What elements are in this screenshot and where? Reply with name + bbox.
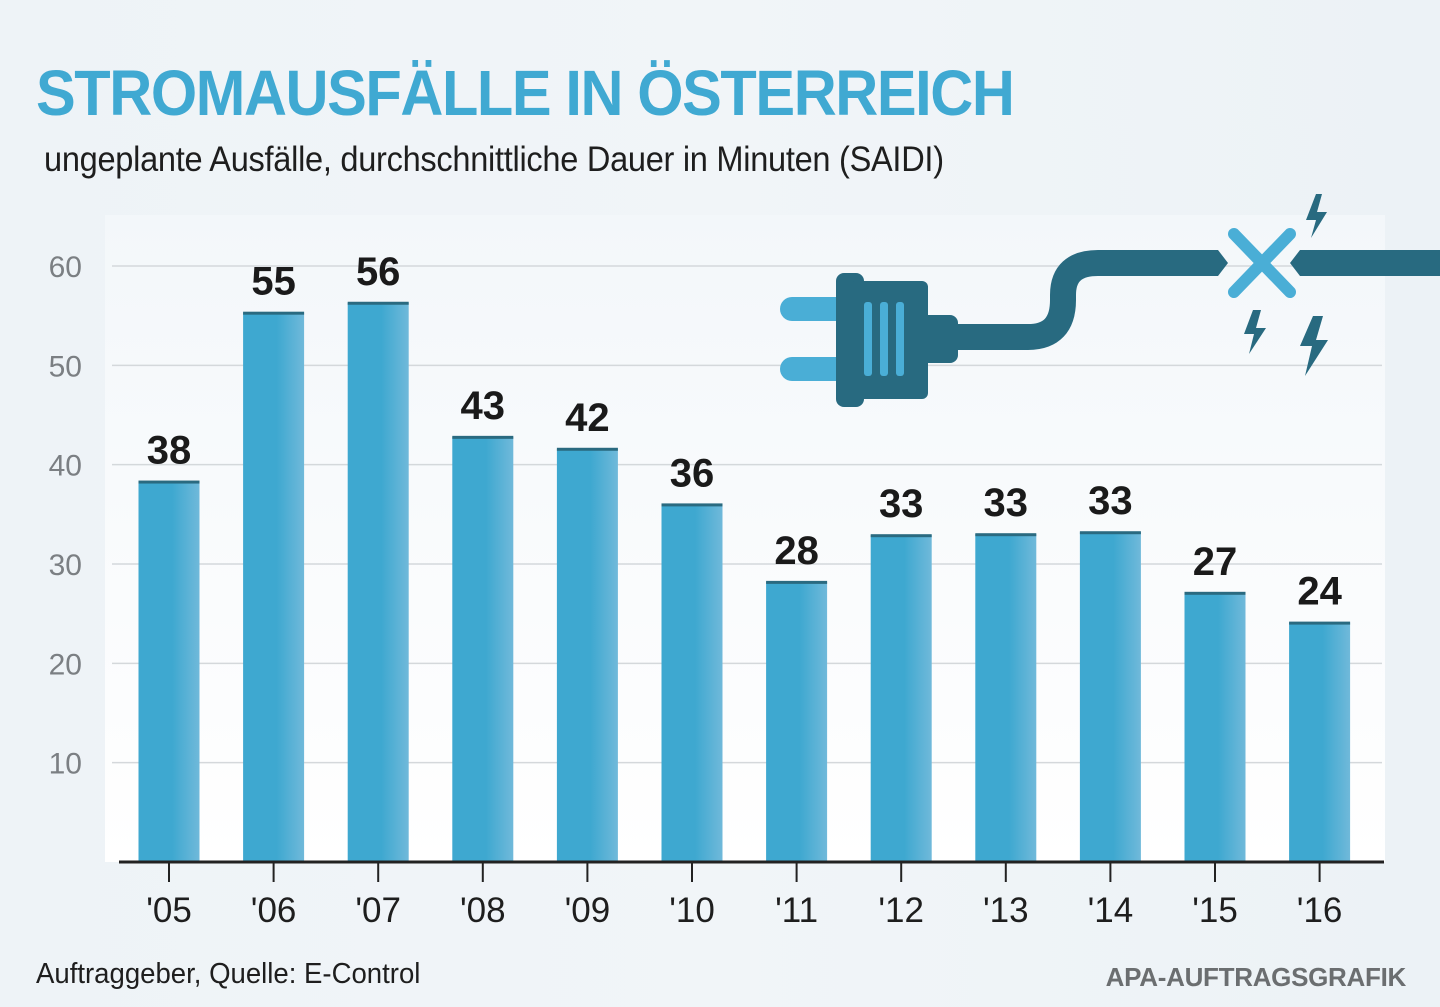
- bars: [138, 301, 1351, 863]
- bar-cap: [452, 435, 514, 439]
- data-label: 27: [1193, 540, 1238, 584]
- bar: [766, 581, 828, 862]
- y-tick-label: 20: [49, 648, 82, 681]
- data-label: 28: [774, 529, 819, 573]
- bar: [556, 448, 618, 862]
- bar: [1184, 592, 1246, 862]
- x-tick-label: '06: [251, 891, 297, 930]
- lightning-bolt-icon: [1306, 194, 1327, 238]
- bar: [870, 535, 932, 862]
- data-label: 33: [984, 481, 1029, 525]
- bar-cap: [138, 480, 200, 484]
- bar-cap: [1079, 531, 1141, 535]
- y-tick-label: 30: [49, 549, 82, 582]
- x-tick-label: '09: [565, 891, 611, 930]
- x-tick-label: '13: [983, 891, 1029, 930]
- chart-subtitle: ungeplante Ausfälle, durchschnittliche D…: [44, 140, 944, 179]
- x-tick-label: '12: [878, 891, 924, 930]
- bar: [1289, 622, 1351, 862]
- bar: [452, 436, 514, 862]
- bar: [347, 302, 409, 863]
- data-labels: 38 55 56 43 42 36 28 33 33 33 27 24: [147, 250, 1343, 614]
- cable-right-end: [1290, 250, 1300, 276]
- y-tick-label: 10: [49, 748, 82, 781]
- data-label: 43: [461, 384, 506, 428]
- cable-left-end: [1218, 250, 1228, 276]
- unplugged-power-plug-icon: [780, 194, 1440, 407]
- plot-panel: [105, 215, 1385, 862]
- bar: [138, 481, 200, 862]
- x-tick-label: '15: [1192, 891, 1238, 930]
- x-tick-label: '10: [669, 891, 715, 930]
- data-label: 55: [251, 260, 296, 304]
- data-label: 56: [356, 250, 401, 294]
- plug-prong-bottom: [780, 357, 850, 381]
- bar-cap: [870, 534, 932, 538]
- data-label: 33: [879, 482, 924, 526]
- bar-cap: [661, 503, 723, 507]
- y-axis-ticks: 10 20 30 40 50 60: [49, 251, 82, 781]
- data-label: 42: [565, 396, 610, 440]
- credit-note: APA-AUFTRAGSGRAFIK: [1105, 962, 1407, 992]
- bar: [661, 504, 723, 862]
- x-tick-label: '11: [775, 891, 818, 930]
- x-tick-label: '07: [355, 891, 401, 930]
- plug-prong-top: [780, 297, 850, 321]
- data-label: 24: [1297, 570, 1342, 614]
- bar: [243, 312, 305, 863]
- y-tick-label: 60: [49, 251, 82, 284]
- data-label: 36: [670, 451, 715, 495]
- y-tick-label: 50: [49, 350, 82, 383]
- cable-left-stroke: [955, 250, 1218, 350]
- y-tick-label: 40: [49, 450, 82, 483]
- bar-cap: [975, 533, 1037, 537]
- x-axis-ticks: '05 '06 '07 '08 '09 '10 '11 '12 '13 '14 '15 '16: [146, 862, 1342, 930]
- data-label: 33: [1088, 479, 1133, 523]
- bar-cap: [1184, 591, 1246, 595]
- bar-cap: [243, 311, 305, 315]
- lightning-bolt-icon: [1244, 310, 1266, 354]
- chart-title: STROMAUSFÄLLE IN ÖSTERREICH: [36, 57, 1015, 129]
- x-tick-label: '16: [1297, 891, 1343, 930]
- source-note: Auftraggeber, Quelle: E-Control: [36, 958, 421, 990]
- bar: [975, 534, 1037, 862]
- cable-right: [1300, 250, 1440, 276]
- bar-cap: [556, 447, 618, 451]
- bar-cap: [347, 301, 409, 305]
- bar-cap: [766, 580, 828, 584]
- x-tick-label: '08: [460, 891, 506, 930]
- lightning-bolt-icon: [1300, 316, 1328, 376]
- x-tick-label: '14: [1088, 891, 1134, 930]
- data-label: 38: [147, 429, 192, 473]
- bar: [1079, 532, 1141, 862]
- bar-cap: [1289, 621, 1351, 625]
- x-tick-label: '05: [146, 891, 192, 930]
